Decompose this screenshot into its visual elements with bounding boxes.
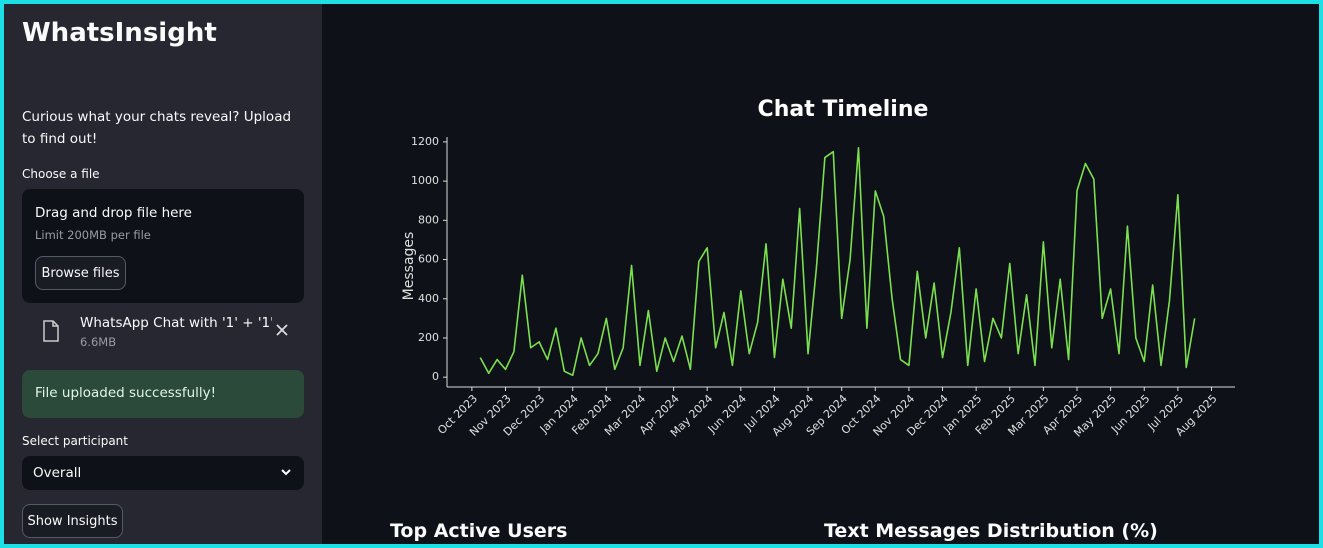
chart: Chat Timeline Messages 0 200 400 600 800 1000… (401, 97, 1235, 440)
sidebar: WhatsInsight Curious what your chats rev… (4, 4, 322, 544)
y-tick-label: 200 (418, 331, 439, 344)
select-label: Select participant (22, 434, 128, 448)
y-tick-label: 1200 (411, 135, 439, 148)
file-label: Choose a file (22, 167, 100, 181)
y-tick-label: 800 (418, 213, 439, 226)
drop-text: Drag and drop file here (35, 205, 192, 221)
select-value: Overall (33, 465, 82, 481)
success-text: File uploaded successfully! (35, 385, 217, 401)
browse-button[interactable]: Browse files (35, 256, 126, 290)
limit-text: Limit 200MB per file (35, 228, 151, 242)
y-axis-label: Messages (401, 232, 417, 301)
description: Curious what your chats reveal? Upload t… (22, 109, 292, 147)
y-tick-label: 0 (432, 370, 439, 383)
chart-title: Chat Timeline (758, 97, 929, 122)
section-heading: Top Active Users (390, 520, 568, 542)
chevron (281, 469, 291, 476)
remove-file[interactable] (274, 322, 290, 338)
y-tick-label: 600 (418, 253, 439, 266)
y-tick-label: 1000 (411, 174, 439, 187)
data-line (479, 146, 1196, 377)
file-icon (43, 320, 59, 342)
y-tick-label: 400 (418, 292, 439, 305)
participant-select[interactable]: Overall (22, 456, 304, 490)
dropzone[interactable]: Drag and drop file here Limit 200MB per … (22, 189, 304, 303)
section-heading: Text Messages Distribution (%) (824, 520, 1158, 542)
file-size: 6.6MB (80, 335, 117, 349)
insights-button[interactable]: Show Insights (22, 504, 123, 538)
file-name: WhatsApp Chat with '1' + '1' = '... (80, 315, 272, 331)
success-alert: File uploaded successfully! (22, 370, 304, 418)
app-title: WhatsInsight (22, 18, 217, 48)
